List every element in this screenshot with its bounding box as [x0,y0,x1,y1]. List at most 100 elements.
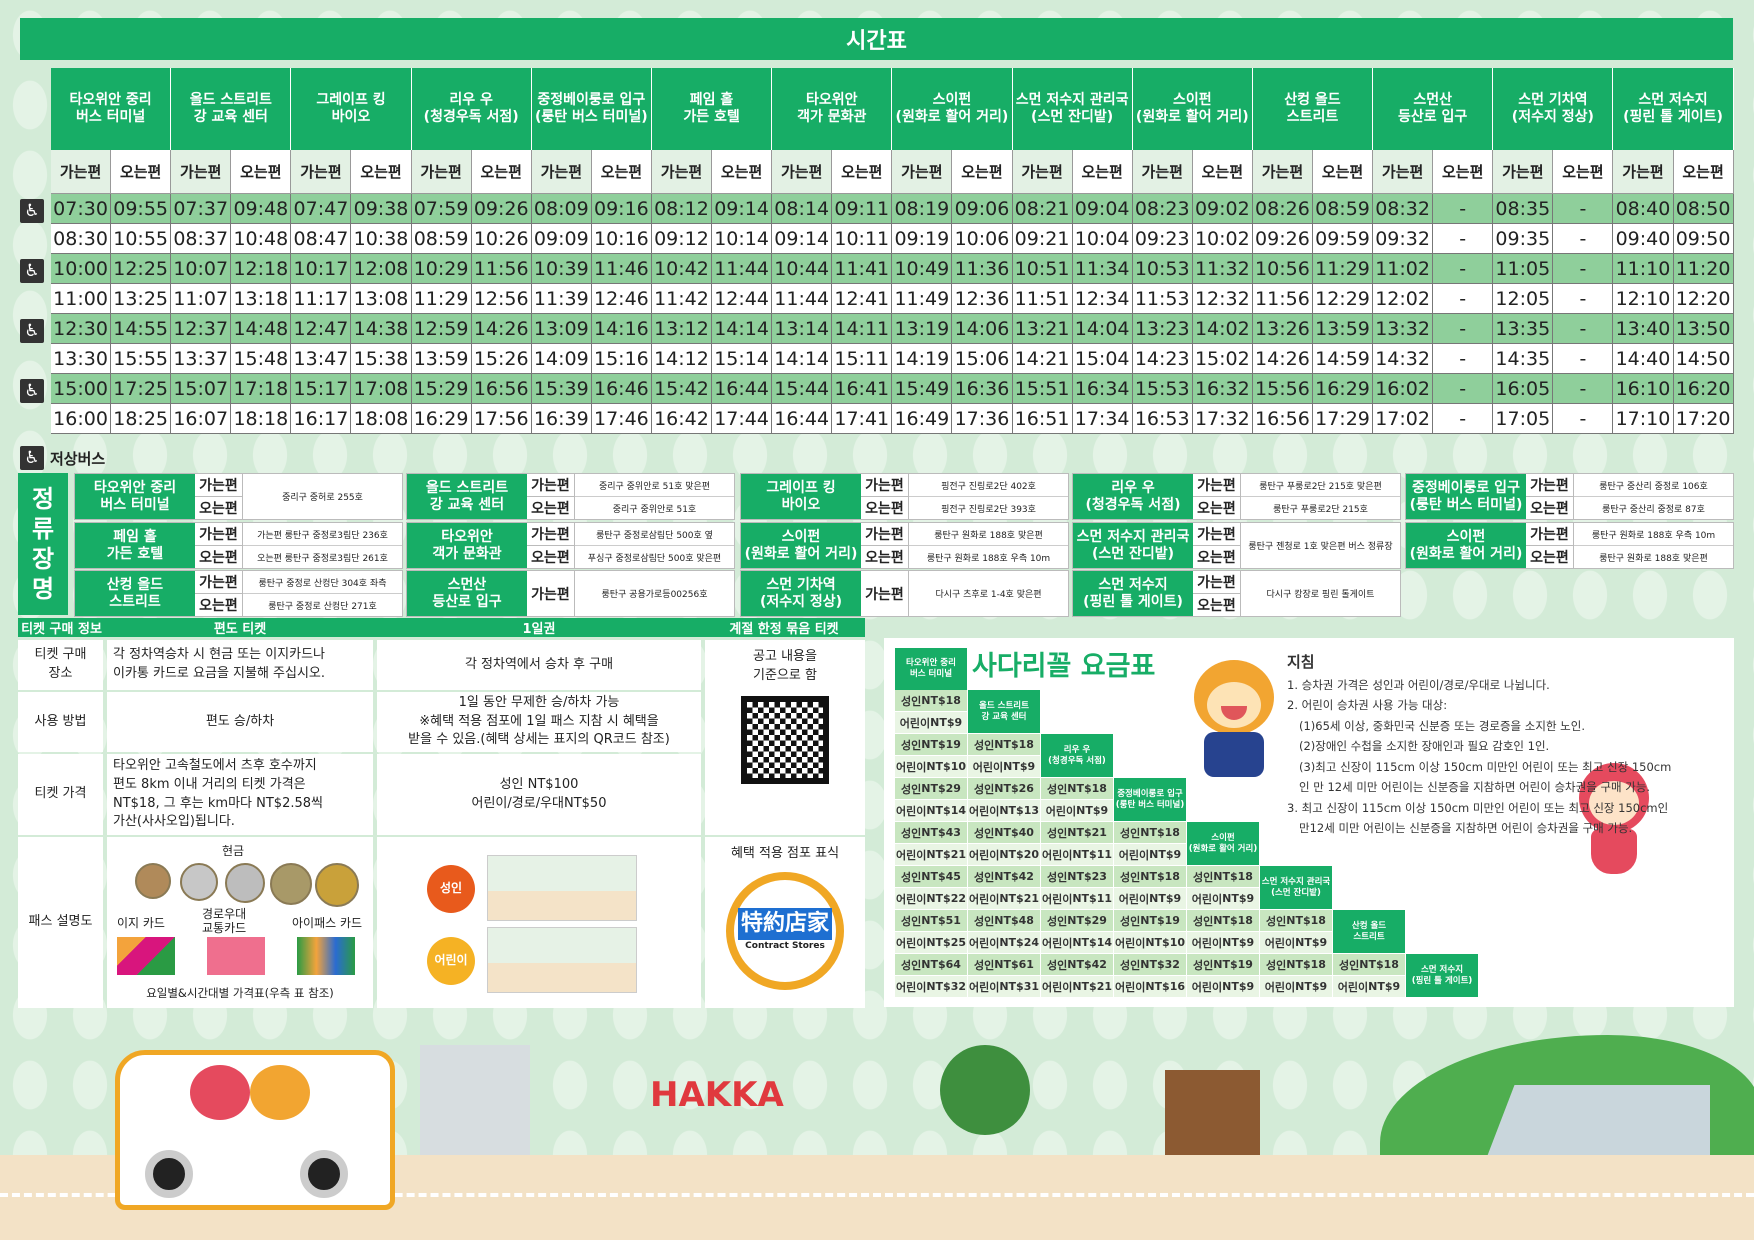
time-cell: 13:14 [772,314,833,344]
time-cell: 14:35 [1493,344,1554,374]
fare-prefix: 성인 [901,694,922,708]
fare-child-cell: 어린이 NT$11 [1041,888,1113,909]
fare-adult-cell: 성인 NT$42 [968,866,1040,887]
time-cell: 16:20 [1673,374,1734,404]
time-cell: 07:30 [51,194,112,224]
day-pass-cell: 성인 NT$100 어린이/경로/우대NT$50 [377,754,701,835]
child-day-pass-image [487,927,637,993]
timetable-direction-header: 가는편 오는편 가는편 오는편 가는편 오는편 가는편 오는편 가는편 오는편 가는편 오는편 가는편 오… [51,150,1734,194]
time-cell: 11:56 [1252,284,1313,314]
fare-value: NT$18 [1140,826,1180,839]
fare-adult-cell: 성인 NT$51 [895,910,967,931]
stop-group: 페임 홀 가든 호텔 가는편 오는편 가는편 룽탄구 중정로3림단 236호 오는편 룽… [74,522,403,569]
ipass-label: 아이패스 카드 [292,916,363,930]
stop-addresses: 다시구 츠후로 1-4호 맞은편 [909,571,1068,616]
ticket-row-label: 티켓 구매 장소 [18,640,103,690]
direction-return: 오는편 [1433,150,1494,194]
qr-code[interactable] [741,695,829,784]
timetable-row: 10:00 12:25 10:07 12:18 10:17 12:08 10:29 11:56… [51,254,1734,284]
stop-addresses: 핑전구 진링로2단 402호 핑전구 진링로2단 393호 [909,474,1068,519]
time-cell: 15:53 [1132,374,1193,404]
notes-title: 지침 [1287,653,1315,671]
stop-name: 스이펀 (원화로 활어 거리) [1406,523,1526,568]
fare-prefix: 성인 [901,870,922,884]
direction-return: 오는편 [1673,150,1734,194]
time-cell: 11:05 [1493,254,1554,284]
stop-directions: 가는편 오는편 [1526,474,1574,519]
stop-header: 산컹 올드 스트리트 [1252,68,1374,150]
fare-value: NT$9 [1295,936,1328,949]
fare-prefix: 어린이 [1191,936,1223,950]
ticket-header: 1일권 [375,618,703,637]
time-cell: - [1433,344,1494,374]
fare-value: NT$9 [1149,892,1182,905]
fare-adult-cell: 성인 NT$18 [1187,910,1259,931]
fare-adult-cell: 성인 NT$40 [968,822,1040,843]
fare-value: NT$10 [1145,936,1186,949]
fare-prefix: 어린이 [968,980,1000,994]
fare-value: NT$18 [1286,914,1326,927]
direction-go: 가는편 [1012,150,1073,194]
fare-value: NT$10 [926,760,967,773]
time-cell: 09:04 [1072,194,1133,224]
time-cell: 14:11 [832,314,893,344]
time-cell: 17:36 [952,404,1013,434]
time-cell: 16:46 [591,374,652,404]
time-cell: 16:07 [171,404,232,434]
coin-icon [135,863,171,899]
time-cell: 11:02 [1373,254,1434,284]
time-cell: 12:08 [351,254,412,284]
stop-name: 타오위안 객가 문화관 [407,523,527,568]
note-line: (1)65세 이상, 중화민국 신분증 또는 경로증을 소지한 노인. [1299,718,1586,733]
time-cell: 12:10 [1613,284,1674,314]
time-cell: 10:51 [1012,254,1073,284]
fare-value: NT$42 [994,870,1034,883]
stop-directions: 가는편 오는편 [195,474,243,519]
direction-label: 오는편 [195,593,242,616]
fare-notes: 지침 1. 승차권 가격은 성인과 어린이/경로/우대로 나뉩니다. 2. 어린이… [1287,652,1727,839]
fare-prefix: 어린이 [1264,980,1296,994]
direction-label: 오는편 [1193,593,1240,616]
time-cell: 10:38 [351,224,412,254]
fare-value: NT$9 [1222,936,1255,949]
fare-value: NT$19 [1213,958,1253,971]
fare-table-title: 사다리꼴 요금표 [972,651,1156,682]
time-cell: 10:16 [591,224,652,254]
fare-value: NT$18 [1359,958,1399,971]
direction-label: 오는편 [861,545,908,568]
time-cell: 14:59 [1312,344,1374,374]
time-cell: 13:35 [1493,314,1554,344]
stop-address: 룽탄구 중정로삼림단 500호 옆 [596,530,713,541]
ipass-card-icon [297,937,355,975]
time-cell: - [1433,224,1494,254]
time-cell: 18:08 [351,404,412,434]
time-cell: 13:08 [351,284,412,314]
direction-go: 가는편 [1493,150,1554,194]
time-cell: 09:12 [651,224,713,254]
time-cell: 14:32 [1373,344,1434,374]
time-cell: - [1553,344,1614,374]
direction-return: 오는편 [1553,150,1614,194]
direction-label: 가는편 [531,478,570,494]
fare-adult-cell: 성인 NT$42 [1041,954,1113,975]
fare-prefix: 성인 [1047,782,1068,796]
fare-prefix: 어린이 [968,892,1000,906]
stop-name: 그레이프 킹 바이오 [741,474,861,519]
fare-stop-label: 중정베이룽로 입구 (룽탄 버스 터미널) [1114,778,1186,821]
store-mark-cell: 혜택 적용 점포 표식 特約店家 Contract Stores [705,837,865,1008]
timetable-row: 15:00 17:25 15:07 17:18 15:17 17:08 15:29 16:56… [51,374,1734,404]
stop-group: 스먼 저수지 (핑린 톨 게이트) 가는편 오는편 다시구 캉장로 핑린 톨게이트 [1072,570,1401,617]
time-cell: 10:55 [111,224,172,254]
time-cell: 14:38 [351,314,412,344]
time-cell: 12:41 [832,284,893,314]
time-cell: 09:50 [1673,224,1734,254]
fare-child-cell: 어린이 NT$21 [895,844,967,865]
stop-address: 룽탄구 푸룽로2단 215호 맞은편 [1259,481,1382,492]
ticket-row-label: 패스 설명도 [18,837,103,1008]
stop-header: 올드 스트리트 강 교육 센터 [171,68,292,150]
direction-label: 오는편 [1193,545,1240,568]
fare-value: NT$13 [999,804,1040,817]
time-cell: 16:02 [1373,374,1434,404]
time-cell: 08:32 [1373,194,1434,224]
time-cell: 12:37 [171,314,232,344]
